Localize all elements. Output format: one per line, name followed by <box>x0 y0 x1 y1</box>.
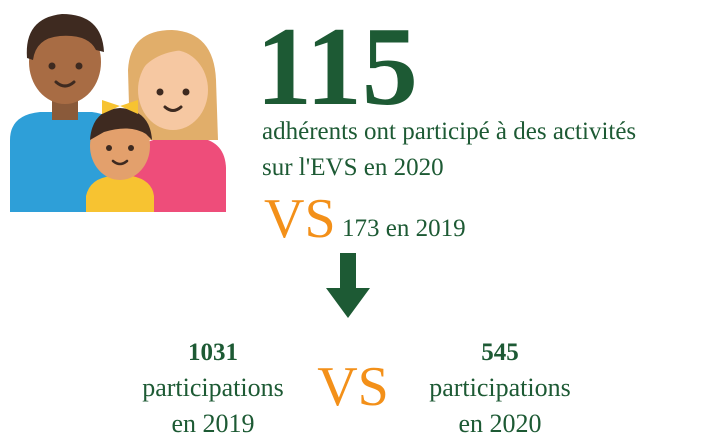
infographic: 115 adhérents ont participé à des activi… <box>0 0 726 437</box>
left-line: en 2019 <box>171 409 254 437</box>
page-body: {"headline": {"number": "115", "lines": … <box>0 0 726 437</box>
middle-vs: VS <box>317 356 389 418</box>
right-number: 545 <box>481 339 519 366</box>
vs-label: VS <box>264 188 336 250</box>
family-icon <box>10 14 226 212</box>
left-line: participations <box>142 373 284 402</box>
comparison-text: 173 en 2019 <box>342 215 466 242</box>
page: EVS 2020 html, body { margin: 0; padding… <box>0 0 726 437</box>
headline-line: sur l'EVS en 2020 <box>262 154 444 181</box>
right-line: en 2020 <box>458 409 541 437</box>
down-arrow <box>326 253 370 318</box>
headline-line: adhérents ont participé à des activités <box>262 118 636 145</box>
left-number: 1031 <box>188 339 238 366</box>
headline-number: 115 <box>256 5 418 129</box>
right-line: participations <box>429 373 571 402</box>
